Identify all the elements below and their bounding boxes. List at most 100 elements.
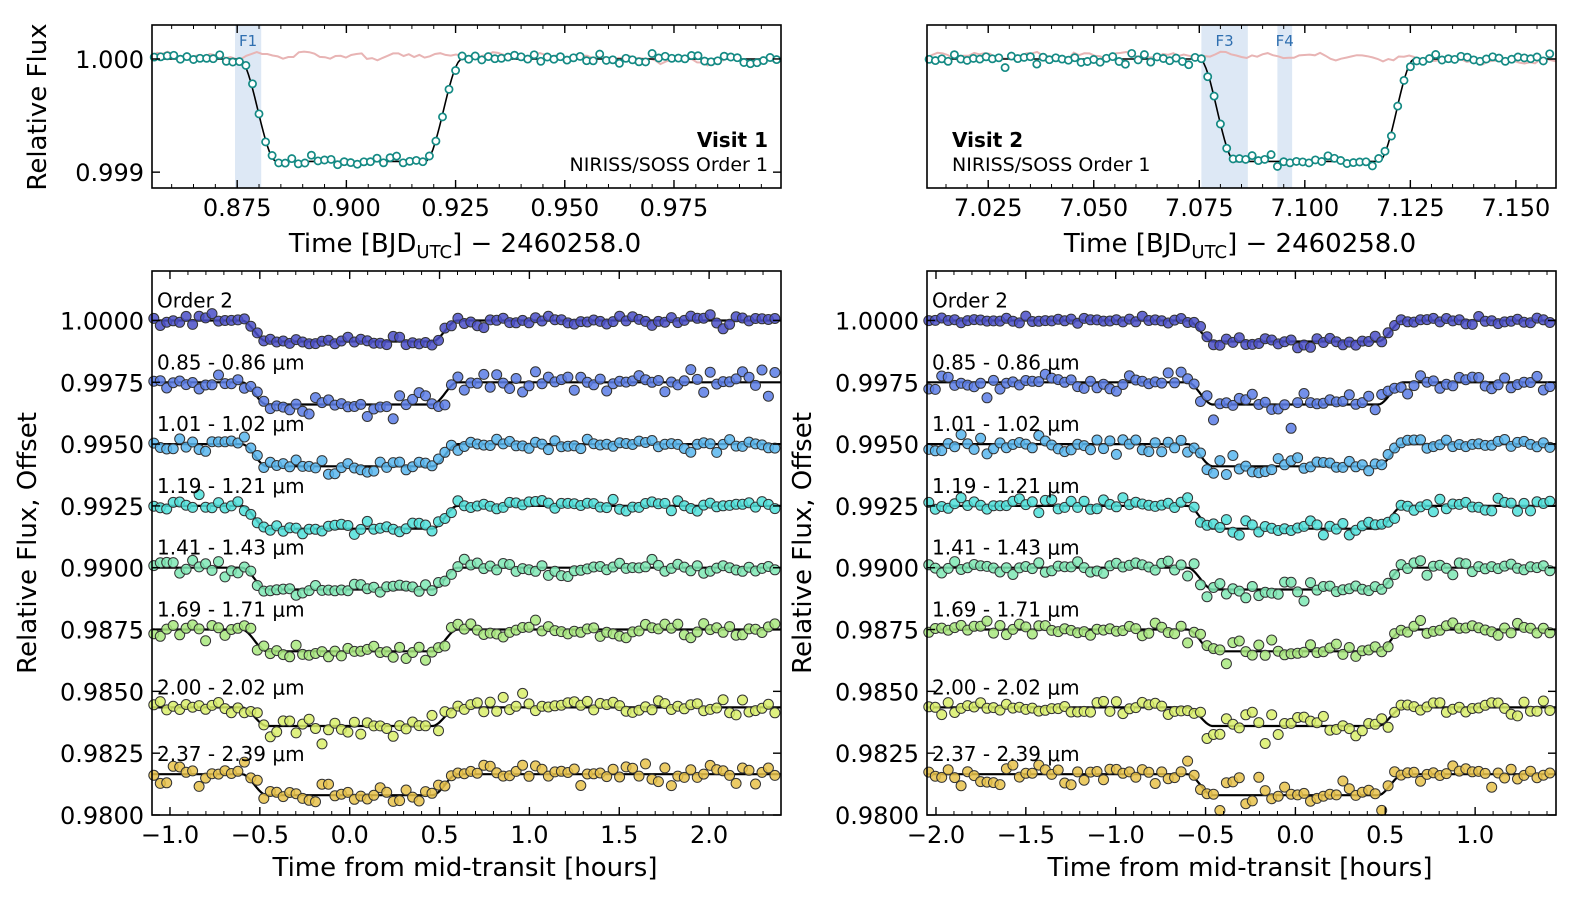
visit2-spec-series-point <box>942 697 954 709</box>
visit1-xtick-label: 0.900 <box>312 194 381 222</box>
visit2-spec-series-point <box>1363 390 1375 402</box>
visit1-spec-series-point <box>258 719 270 731</box>
visit2-spec-ytick-label: 0.9875 <box>835 617 919 645</box>
visit2-spec-series-point <box>981 392 993 404</box>
visit2-label: Visit 2 <box>952 128 1023 152</box>
visit2-spec-series-point <box>1156 700 1168 712</box>
visit1-spec-series-point <box>504 383 516 394</box>
visit1-spec-series-point <box>594 373 606 385</box>
visit2-spec-xtick-label: −1.5 <box>997 821 1055 849</box>
visit2-spec-ytick-label: 1.0000 <box>835 307 919 335</box>
visit1-data-point <box>529 50 539 60</box>
visit1-spec-series-point <box>335 650 347 662</box>
visit2-spec-ytick-label: 0.9975 <box>835 369 919 397</box>
visit1-spec-ytick-label: 0.9875 <box>60 617 144 645</box>
visit2-spec-series-point <box>1305 341 1316 353</box>
visit2-spec-series-point <box>1486 505 1498 517</box>
visit1-spec-series-point <box>342 520 354 531</box>
visit2-data-point <box>1241 154 1251 164</box>
visit2-spec-series-point <box>1447 569 1459 581</box>
visit2-spec-series-point <box>1065 779 1077 791</box>
visit2-data-point <box>1538 56 1548 66</box>
visit2-spec-series-point <box>988 374 999 386</box>
visit1-spec-series-point <box>517 759 529 771</box>
visit2-spec-series-point <box>1415 775 1426 787</box>
visit2-spec-series-point <box>1214 728 1226 740</box>
visit2-spec-series-point <box>1233 722 1245 734</box>
visit2-spec-series-point <box>1149 437 1161 449</box>
visit2-ticks: 7.025 7.050 7.075 7.100 7.125 7.150 <box>945 25 1550 222</box>
visit2-spec-series-point <box>1356 397 1368 409</box>
visit2-spec-series-point <box>1266 634 1278 646</box>
visit2-spec-series-point <box>1382 641 1394 653</box>
visit1-xtick-label: 0.875 <box>203 194 272 222</box>
visit1-spec-series-point <box>161 777 173 789</box>
visit1-spec-series-point <box>568 384 580 396</box>
visit1-spec-series-point <box>711 702 723 714</box>
visit1-spec-series-point <box>769 442 781 454</box>
visit2-spec-series-point <box>1518 696 1530 708</box>
visit1-spec-series-point <box>180 310 192 322</box>
visit2-spec-series-point <box>1175 766 1187 778</box>
visit2-spec-series-point <box>1305 639 1316 651</box>
visit2-spec-series-point <box>1408 380 1420 392</box>
visit2-spec-series-point <box>1253 639 1265 651</box>
visit1-spec-series-point <box>517 687 529 699</box>
visit2-spec-series-point <box>1078 774 1090 786</box>
visit1-spec-series-point <box>251 450 263 461</box>
visit2-spec-series-point <box>936 771 948 783</box>
visit2-shade-f4 <box>1277 25 1293 188</box>
visit1-spec-series-point <box>245 320 257 332</box>
visit1-spec-series-point <box>187 318 199 330</box>
visit2-spec-xtick-label: 0.5 <box>1366 821 1404 849</box>
visit2-spec-series-point <box>1085 444 1096 456</box>
visit1-data-point <box>732 53 742 63</box>
visit2-spec-series-point <box>1356 725 1368 737</box>
visit1-spec-series-point <box>678 375 690 387</box>
visit2-spec-series-point <box>1537 695 1549 707</box>
visit1-spec-series-point <box>652 776 664 788</box>
visit2-spec-series-point <box>1220 469 1232 480</box>
visit2-spec-series-point <box>1110 385 1122 397</box>
visit2-shade-label: F3 <box>1216 32 1234 50</box>
visit1-spec-series-point <box>769 503 781 515</box>
visit2-spec-series-point <box>1156 446 1168 458</box>
visit1-spec-xtick-label: 2.0 <box>690 821 728 849</box>
visit2-spec-series-point <box>1033 507 1045 519</box>
visit1-data-point <box>536 56 546 66</box>
visit1-spec-series-label: 1.41 - 1.43 μm <box>157 536 305 560</box>
visit1-spec-series-point <box>698 386 710 398</box>
visit1-spec-series-point <box>510 373 522 384</box>
visit1-spec-series-point <box>284 583 296 595</box>
visit1-spec-series-point <box>439 575 451 587</box>
visit1-data-point <box>555 52 565 62</box>
visit1-spec-series-point <box>154 375 166 387</box>
visit2-data-point <box>994 53 1004 63</box>
visit2-spec-series-point <box>942 562 954 574</box>
visit2-spectroscopic-xlabel: Time from mid-transit [hours] <box>1046 853 1432 883</box>
visit2-spec-series-point <box>1317 529 1329 541</box>
visit1-spec-series-point <box>762 698 774 710</box>
visit1-spec-series-point <box>342 786 354 798</box>
visit2-spec-series-point <box>1246 581 1258 592</box>
visit2-spec-series-point <box>1098 774 1109 786</box>
visit2-spec-series-point <box>1395 381 1407 393</box>
visit2-data-point <box>1070 53 1080 63</box>
visit1-spec-series-point <box>568 763 580 775</box>
visit1-spec-series-point <box>743 764 755 776</box>
visit2-data-point <box>1120 59 1130 69</box>
visit2-data-point <box>1367 161 1377 171</box>
visit1-data-point <box>418 157 428 167</box>
visit2-spec-series-point <box>1259 738 1271 749</box>
visit1-spec-ytick-label: 0.9825 <box>60 740 144 768</box>
visit2-spec-series-point <box>1434 493 1446 505</box>
visit2-spec-series-point <box>1182 492 1194 504</box>
visit1-spec-series-point <box>413 641 425 653</box>
visit2-spec-series-point <box>1208 414 1219 426</box>
visit1-spec-series-point <box>471 377 483 389</box>
visit1-spec-series-point <box>180 563 192 575</box>
visit1-spec-series-point <box>193 489 205 501</box>
visit2-spec-series-label: 1.01 - 1.02 μm <box>932 412 1080 436</box>
visit2-series-labels: Order 2 0.85 - 0.86 μm 1.01 - 1.02 μm 1.19 … <box>932 288 1080 766</box>
visit2-spec-xtick-label: −1.0 <box>1087 821 1145 849</box>
